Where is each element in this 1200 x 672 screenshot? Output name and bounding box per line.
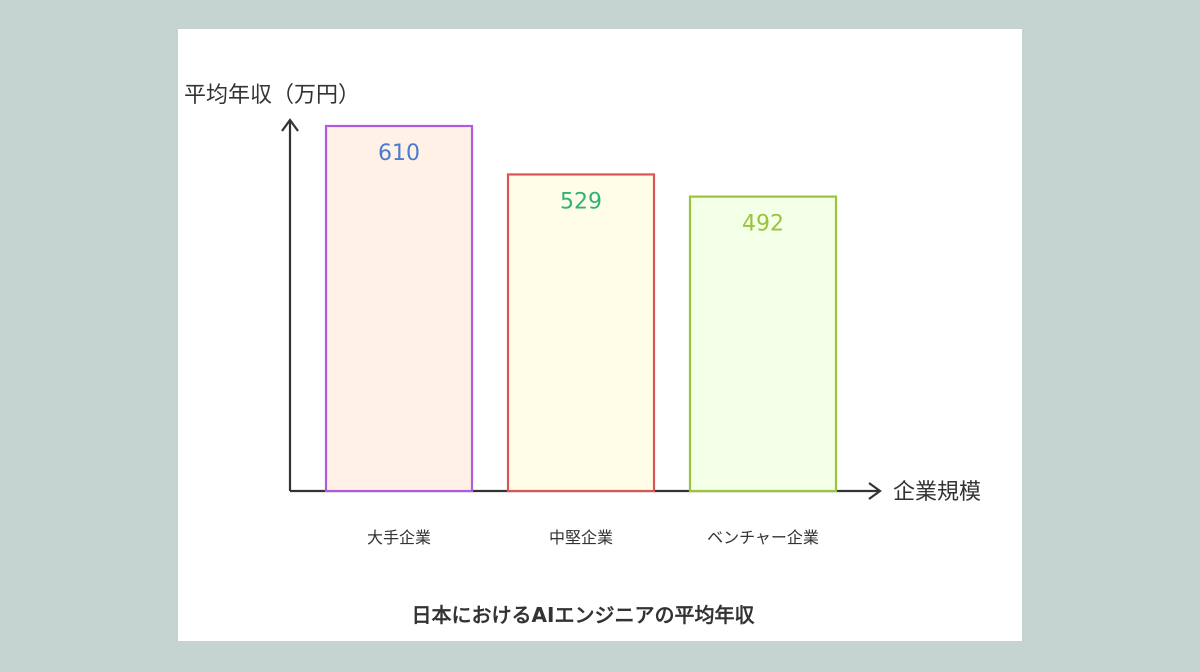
bar-value-label-3: 492 <box>742 212 784 237</box>
bar-value-label-1: 610 <box>378 141 420 166</box>
x-axis-label: 企業規模 <box>893 480 981 505</box>
x-axis-arrow <box>868 482 882 500</box>
category-label-2: 中堅企業 <box>549 528 613 547</box>
bar-2 <box>506 173 656 493</box>
bar-1 <box>324 124 474 493</box>
y-axis-label: 平均年収（万円） <box>184 83 360 108</box>
bar-3 <box>688 195 838 493</box>
chart-title: 日本におけるAIエンジニアの平均年収 <box>412 603 756 627</box>
y-axis-arrow <box>281 118 299 132</box>
category-label-1: 大手企業 <box>367 528 431 547</box>
category-label-3: ベンチャー企業 <box>707 528 819 547</box>
bar-value-label-2: 529 <box>560 189 602 214</box>
bars: 610 大手企業 529 中堅企業 492 ベンチャー企業 <box>324 124 838 547</box>
